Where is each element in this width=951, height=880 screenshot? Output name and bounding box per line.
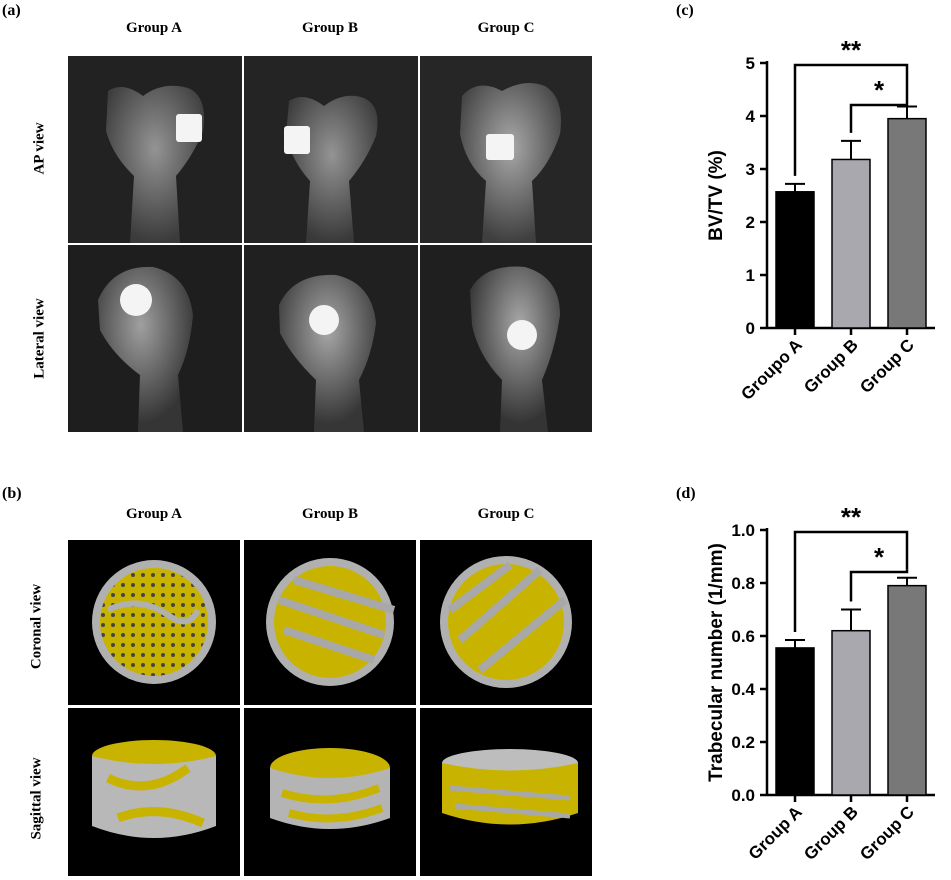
chart-c-sig-label: * <box>874 75 885 105</box>
chart-d-xtick-label: Group C <box>856 802 918 864</box>
chart-d-sig-bracket <box>793 530 909 632</box>
chart-d-sig-bracket <box>849 569 909 602</box>
xray-ap-group-c <box>420 56 592 243</box>
chart-d-ytick-label: 0.6 <box>731 627 755 646</box>
panel-a-letter: (a) <box>2 2 21 19</box>
panel-b-col-group-c: Group C <box>477 506 535 522</box>
chart-d-ytick-label: 0.2 <box>731 733 755 752</box>
chart-d-xtick-label: Group A <box>745 802 806 863</box>
panel-b-col-group-a: Group A <box>126 506 182 522</box>
chart-c-ytick-label: 0 <box>746 319 755 338</box>
xray-lateral-group-a <box>68 245 242 432</box>
xray-lateral-group-b <box>244 245 418 432</box>
chart-c-ytick-label: 4 <box>746 107 756 126</box>
microct-sagittal-group-b <box>244 708 416 876</box>
chart-c-ytick-label: 5 <box>746 54 755 73</box>
panel-a-col-group-c: Group C <box>477 20 535 36</box>
panel-c-letter: (c) <box>676 2 694 19</box>
panel-a-col-group-a: Group A <box>126 20 182 36</box>
chart-c-bar <box>887 117 927 329</box>
chart-c-ytick-label: 2 <box>746 213 755 232</box>
chart-c-sig-bracket <box>793 63 909 176</box>
chart-c-ylabel: BV/TV (%) <box>706 150 727 241</box>
panel-b-letter: (b) <box>2 485 22 502</box>
chart-d-ytick-label: 0.4 <box>731 680 755 699</box>
microct-sagittal-group-c <box>420 708 592 876</box>
chart-c-ytick-label: 3 <box>746 160 755 179</box>
chart-d-ylabel: Trabecular number (1/mm) <box>706 543 727 782</box>
chart-d-sig-label: * <box>874 542 885 572</box>
microct-coronal-group-c <box>420 540 592 705</box>
chart-d-bar <box>831 629 871 796</box>
panel-a-col-group-b: Group B <box>302 20 358 36</box>
chart-d-ytick-label: 0.0 <box>731 786 755 805</box>
chart-c-sig-bracket <box>849 98 909 133</box>
panel-d-letter: (d) <box>676 485 696 502</box>
chart-d-bar <box>887 584 927 796</box>
chart-c-bar <box>775 191 815 329</box>
chart-c-xtick-label: Group C <box>856 335 918 397</box>
xray-ap-group-a <box>68 56 242 243</box>
xray-ap-group-b <box>244 56 418 243</box>
chart-d-ytick-label: 1.0 <box>731 521 755 540</box>
chart-d-ytick-label: 0.8 <box>731 574 755 593</box>
chart-d-sig-label: ** <box>841 502 862 532</box>
microct-coronal-group-b <box>244 540 416 705</box>
microct-sagittal-group-a <box>68 708 240 876</box>
chart-d-bar <box>775 647 815 796</box>
chart-c-sig-label: ** <box>841 35 862 65</box>
panel-b-col-group-b: Group B <box>302 506 358 522</box>
chart-c-bar <box>831 158 871 329</box>
chart-c-ytick-label: 1 <box>746 266 755 285</box>
microct-coronal-group-a <box>68 540 240 705</box>
xray-lateral-group-c <box>420 245 592 432</box>
chart-c-xtick-label: Group B <box>800 335 862 397</box>
chart-c-xtick-label: Groupo A <box>737 335 805 403</box>
chart-d-xtick-label: Group B <box>800 802 862 864</box>
